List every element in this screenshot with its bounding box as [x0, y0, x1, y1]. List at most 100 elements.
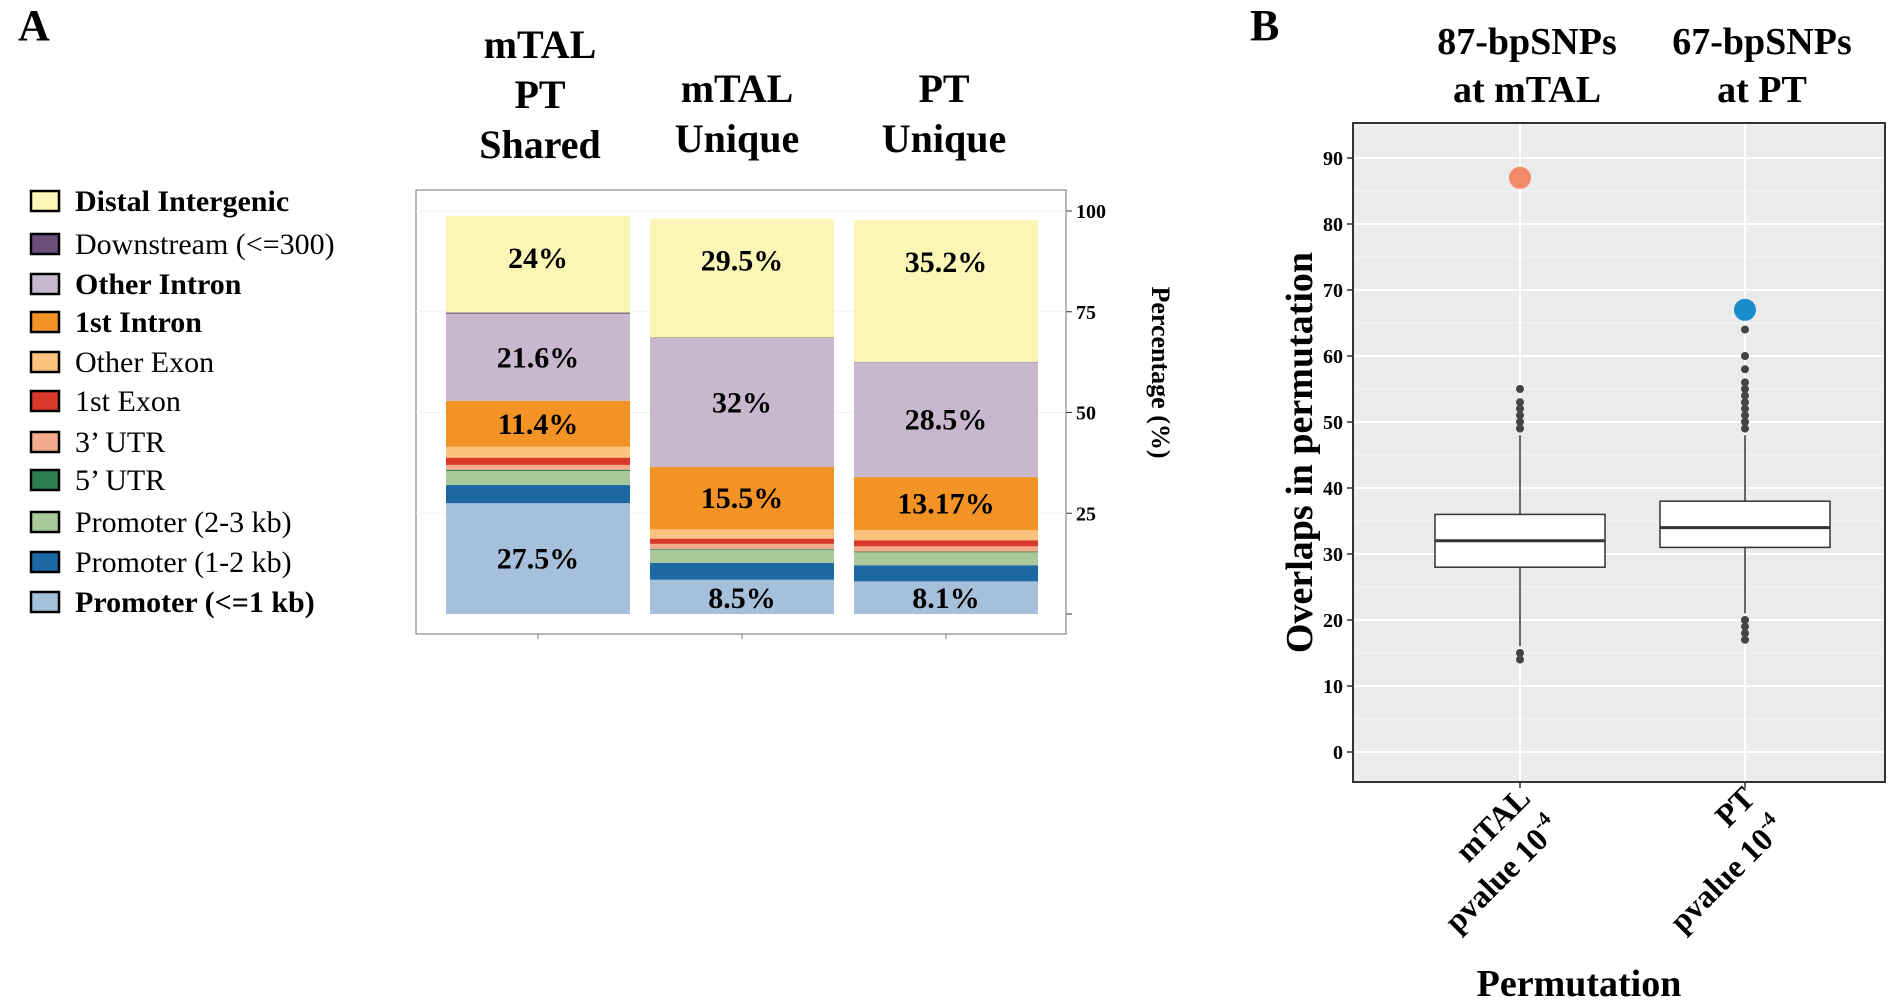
- segment-data-label: 8.1%: [912, 582, 980, 615]
- segment-data-label: 13.17%: [897, 488, 995, 521]
- box-outlier-point: [1516, 655, 1524, 664]
- panel-b-y-tick-label: 0: [1333, 742, 1343, 764]
- panel-a-y-tick-label: 75: [1076, 302, 1096, 324]
- legend-label: Promoter (1-2 kb): [75, 546, 292, 579]
- column-title-line: Unique: [675, 116, 800, 161]
- panel-b-y-axis-title: Overlaps in permutation: [1279, 252, 1321, 653]
- legend-swatch: [29, 430, 61, 454]
- box-outlier-point: [1741, 622, 1749, 631]
- bar-segment-distal-intergenic: [650, 218, 834, 338]
- legend-label: 1st Exon: [75, 385, 181, 418]
- legend-label: Promoter (<=1 kb): [75, 586, 315, 619]
- legend-swatch: [29, 189, 61, 213]
- segment-data-label: 29.5%: [701, 245, 784, 278]
- column-title-line: Unique: [882, 116, 1007, 161]
- panel-b-column-title-line: at mTAL: [1453, 69, 1601, 111]
- legend-label: Other Intron: [75, 268, 242, 301]
- box-outlier-point: [1741, 616, 1749, 624]
- legend-swatch: [29, 389, 61, 413]
- bar-segment-promoter-2-3-kb-: [854, 552, 1038, 566]
- box-outlier-point: [1741, 629, 1749, 638]
- box-outlier-point: [1516, 418, 1524, 426]
- bar-segment-1st-exon: [650, 538, 834, 544]
- box-outlier-point: [1516, 649, 1524, 657]
- bar-segment-1st-intron: [446, 400, 630, 447]
- pvalue-prefix: pvalue 10: [1662, 821, 1780, 939]
- bar-segment-promoter-1-2-kb-: [854, 565, 1038, 582]
- box-outlier-point: [1741, 424, 1749, 433]
- legend-swatch: [29, 510, 61, 534]
- bar-segment-5-utr: [854, 551, 1038, 553]
- panel-b-column-title-line: at PT: [1717, 69, 1807, 111]
- panel-a-stacked-bar-chart: 24% 21.6% 11.4% 27.5% 29.5% 32% 15.5% 8.5% 35.2%…: [29, 22, 1175, 639]
- box-outlier-point: [1516, 411, 1524, 420]
- legend-label: Promoter (2-3 kb): [75, 506, 292, 539]
- legend-label: 5’ UTR: [75, 464, 165, 497]
- legend-swatch: [29, 310, 61, 334]
- column-title-line: mTAL: [681, 66, 794, 111]
- bar-segment-other-intron: [854, 362, 1038, 478]
- bar-segment-3-utr: [446, 464, 630, 470]
- column-title-line: Shared: [479, 122, 601, 167]
- bar-segment-other-exon: [854, 530, 1038, 541]
- legend-swatch: [29, 232, 61, 256]
- box-outlier-point: [1741, 378, 1749, 387]
- segment-data-label: 15.5%: [701, 482, 784, 515]
- bar-segment-other-exon: [446, 446, 630, 458]
- bar-segment-1st-intron: [854, 477, 1038, 531]
- segment-data-label: 21.6%: [497, 341, 580, 374]
- panel-b-y-tick-label: 50: [1323, 412, 1343, 434]
- panel-b-y-tick-label: 60: [1323, 346, 1343, 368]
- panel-b-y-tick-label: 40: [1323, 478, 1343, 500]
- bar-segment-5-utr: [446, 469, 630, 471]
- panel-a-letter: A: [18, 1, 50, 50]
- observed-overlap-point: [1734, 298, 1756, 321]
- bar-segment-promoter-1-kb-: [854, 581, 1038, 614]
- box-outlier-point: [1741, 365, 1749, 374]
- segment-data-label: 35.2%: [905, 246, 988, 279]
- panel-a-y-tick-label: 100: [1076, 201, 1106, 223]
- bar-segment-promoter-1-2-kb-: [650, 562, 834, 580]
- box-outlier-point: [1516, 424, 1524, 433]
- panel-a-y-tick-label: 25: [1076, 503, 1096, 525]
- box-outlier-point: [1741, 411, 1749, 420]
- legend-swatch: [29, 350, 61, 374]
- panel-b-y-tick-label: 10: [1323, 676, 1343, 698]
- legend-label: 1st Intron: [75, 306, 202, 339]
- legend-label: Downstream (<=300): [75, 228, 335, 261]
- bar-segment-1st-intron: [650, 466, 834, 530]
- bar-segment-promoter-1-kb-: [446, 503, 630, 614]
- panel-a-y-axis-title: Percentage (%): [1146, 286, 1175, 458]
- segment-data-label: 11.4%: [498, 408, 579, 441]
- box-outlier-point: [1741, 325, 1749, 334]
- box-iqr: [1659, 500, 1831, 549]
- bar-segment-promoter-2-3-kb-: [650, 549, 834, 563]
- column-title-line: PT: [514, 72, 565, 117]
- segment-data-label: 24%: [508, 242, 568, 275]
- panel-b-plot-background: [1353, 123, 1885, 782]
- column-title-line: mTAL: [484, 22, 597, 67]
- legend-swatch: [29, 550, 61, 574]
- segment-data-label: 28.5%: [905, 404, 988, 437]
- segment-data-label: 8.5%: [708, 582, 776, 615]
- bar-segment-other-intron: [650, 337, 834, 467]
- legend-label: Other Exon: [75, 346, 214, 379]
- box-outlier-point: [1516, 385, 1524, 393]
- box-outlier-point: [1741, 418, 1749, 426]
- segment-data-label: 27.5%: [497, 543, 580, 576]
- column-title-line: PT: [918, 66, 969, 111]
- panel-b-border: [1352, 122, 1886, 783]
- bar-segment-1st-exon: [446, 457, 630, 465]
- panel-b-y-tick-label: 90: [1323, 148, 1343, 170]
- segment-data-label: 32%: [712, 386, 772, 419]
- bar-segment-3-utr: [650, 543, 834, 550]
- panel-b-y-tick-label: 20: [1323, 610, 1343, 632]
- box-outlier-point: [1516, 404, 1524, 413]
- bar-segment-promoter-1-2-kb-: [446, 485, 630, 504]
- bar-segment-3-utr: [854, 546, 1038, 552]
- bar-segment-1st-exon: [854, 540, 1038, 547]
